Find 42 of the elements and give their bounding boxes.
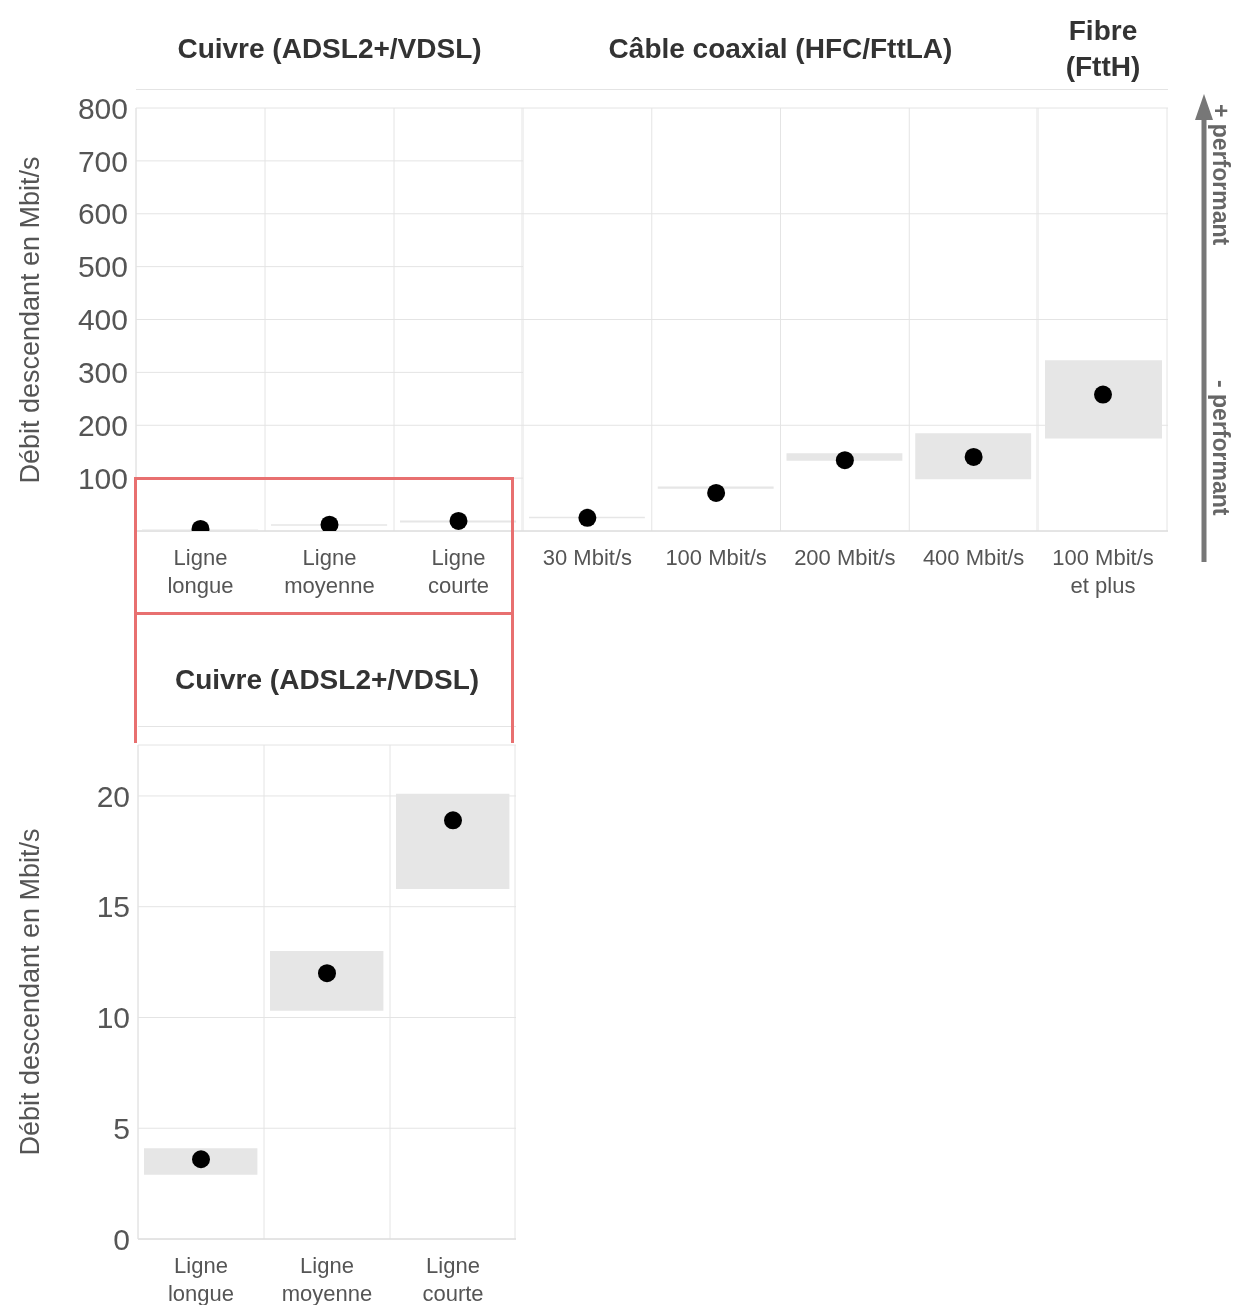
- x-tick-label: 100 Mbit/s: [665, 545, 767, 570]
- chart-title: Câble coaxial (HFC/FttLA): [608, 31, 953, 66]
- point: [318, 964, 336, 983]
- point: [964, 447, 983, 466]
- y-axis-title: Débit descendant en Mbit/s: [14, 828, 46, 1156]
- point: [707, 483, 726, 502]
- chart-title: Cuivre (ADSL2+/VDSL): [174, 662, 480, 697]
- x-tick-label: Ligne moyenne: [281, 1253, 373, 1306]
- x-tick-label: 200 Mbit/s: [794, 545, 896, 570]
- x-tick-label: Ligne courte: [427, 545, 490, 598]
- y-axis-title: Débit descendant en Mbit/s: [14, 155, 46, 484]
- y-tick-label: 200: [77, 408, 128, 442]
- bar: [270, 951, 384, 1011]
- x-tick-label: 30 Mbit/s: [542, 545, 633, 570]
- y-tick-label: 0: [113, 1222, 130, 1256]
- y-tick-label: 400: [77, 303, 128, 337]
- y-tick-label: 600: [77, 197, 128, 231]
- point: [192, 1150, 210, 1169]
- y-tick-label: 15: [96, 890, 130, 924]
- y-tick-label: 300: [77, 356, 128, 390]
- chart-title: Fibre (FttH): [1064, 13, 1142, 84]
- text: - performant: [1207, 380, 1234, 516]
- y-tick-label: 20: [96, 779, 130, 813]
- x-tick-label: 400 Mbit/s: [922, 545, 1025, 570]
- bar: [915, 433, 1032, 480]
- x-tick-label: Ligne courte: [422, 1253, 484, 1306]
- point: [835, 451, 854, 470]
- y-tick-label: 100: [77, 461, 128, 495]
- bar: [144, 1148, 258, 1175]
- x-tick-label: Ligne longue: [167, 545, 234, 598]
- x-tick-label: 100 Mbit/s et plus: [1052, 545, 1154, 598]
- text: + performant: [1207, 104, 1234, 246]
- x-tick-label: Ligne longue: [167, 1253, 235, 1306]
- y-tick-label: 500: [77, 250, 128, 284]
- y-tick-label: 10: [96, 1001, 130, 1035]
- point: [444, 811, 462, 830]
- y-tick-label: 5: [113, 1111, 130, 1145]
- y-tick-label: 700: [77, 144, 128, 178]
- x-tick-label: Ligne moyenne: [284, 545, 375, 598]
- point: [578, 508, 597, 527]
- y-tick-label: 800: [77, 91, 128, 125]
- chart-title: Cuivre (ADSL2+/VDSL): [177, 31, 482, 66]
